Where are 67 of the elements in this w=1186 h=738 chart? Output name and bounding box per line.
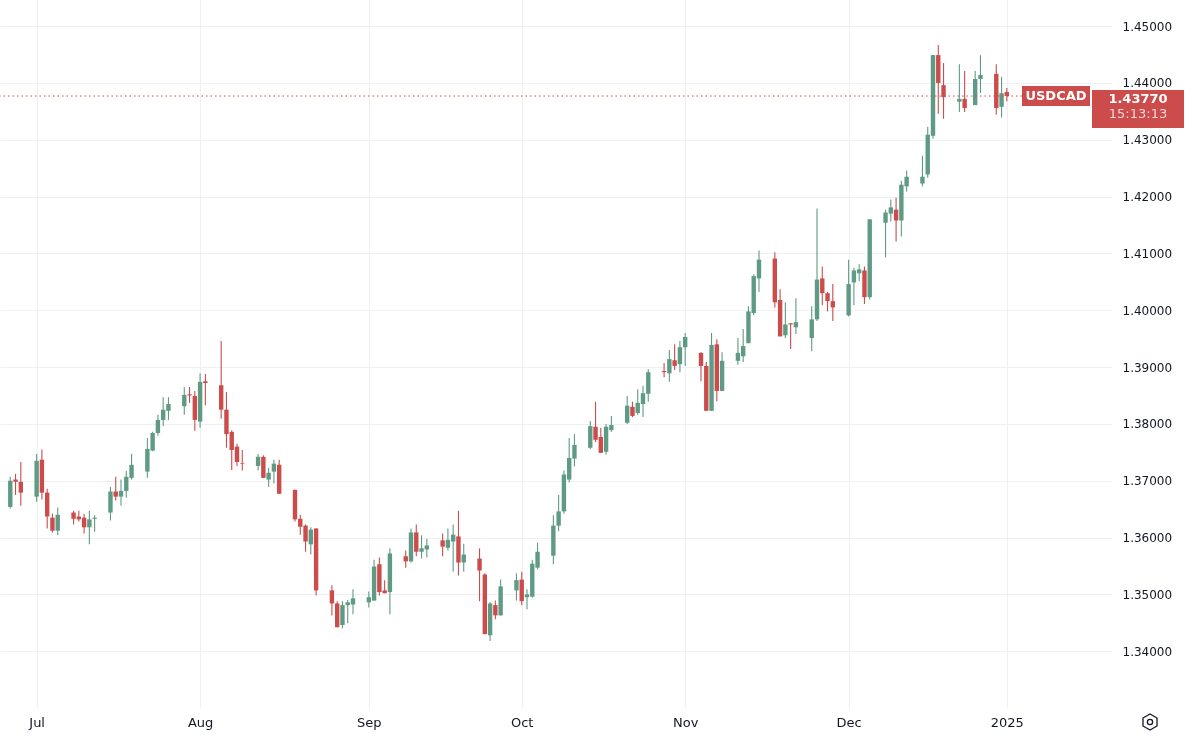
candlestick <box>18 461 24 507</box>
x-tick-label: Jul <box>28 714 45 730</box>
candlestick <box>155 414 161 437</box>
candlestick <box>588 420 593 450</box>
y-tick-label: 1.40000 <box>1122 303 1173 318</box>
candlestick <box>271 459 277 485</box>
candlestick <box>514 572 519 602</box>
candlestick <box>809 305 814 352</box>
candlestick <box>698 351 704 382</box>
candlestick <box>334 600 340 628</box>
candlestick <box>556 494 561 532</box>
candlestick <box>118 479 124 507</box>
candlestick <box>978 54 983 94</box>
candlestick <box>450 523 456 573</box>
y-tick-label: 1.44000 <box>1122 76 1173 91</box>
x-tick-label: Sep <box>357 714 382 730</box>
y-tick-label: 1.35000 <box>1122 587 1173 602</box>
candlestick <box>851 267 857 306</box>
y-tick-label: 1.36000 <box>1122 531 1173 546</box>
text: 15:13:13 <box>1108 106 1168 122</box>
x-tick-label: Aug <box>187 714 214 730</box>
candlestick <box>735 337 741 366</box>
candlestick <box>108 486 113 522</box>
y-tick-label: 1.41000 <box>1122 246 1173 261</box>
candlestick <box>414 523 419 557</box>
candlestick <box>920 155 925 187</box>
candlestick <box>999 76 1004 119</box>
y-tick-label: 1.34000 <box>1122 644 1173 659</box>
candlestick <box>493 600 498 620</box>
candlestick <box>672 343 677 371</box>
candlestick <box>825 291 830 312</box>
candlestick <box>788 322 793 350</box>
ref-line-label: USDCAD <box>1025 88 1087 104</box>
candlestick <box>445 527 451 552</box>
x-tick-label: Dec <box>836 714 862 730</box>
candlestick <box>957 63 962 113</box>
candlestick <box>266 467 271 488</box>
candlestick <box>783 301 788 339</box>
candlestick <box>624 395 630 425</box>
candlestick <box>440 533 445 557</box>
candlestick <box>261 454 266 479</box>
candlestick <box>677 340 683 373</box>
y-tick-label: 1.42000 <box>1122 190 1173 205</box>
candlestick <box>240 449 245 472</box>
candlestick <box>87 510 92 545</box>
candlestick <box>44 488 50 529</box>
y-tick-label: 1.38000 <box>1122 417 1173 432</box>
y-tick-label: 1.43000 <box>1122 133 1173 148</box>
candlestick <box>667 349 672 383</box>
candlestick <box>820 265 825 306</box>
x-tick-label: Nov <box>672 714 699 730</box>
candlestick <box>50 513 55 533</box>
candlestick <box>477 547 482 602</box>
candlestick <box>192 390 198 432</box>
candlestick <box>461 543 466 573</box>
x-tick-label: Oct <box>510 714 534 730</box>
candlestick <box>13 473 18 496</box>
candlestick <box>340 600 345 629</box>
candlestick <box>55 506 60 536</box>
x-tick-label: 2025 <box>990 714 1024 730</box>
y-tick-label: 1.37000 <box>1122 474 1173 489</box>
candlestick <box>350 588 356 615</box>
text: 1.43770 <box>1108 91 1168 107</box>
candlestick <box>329 584 335 616</box>
y-tick-label: 1.39000 <box>1122 360 1173 375</box>
candlestick <box>203 373 208 406</box>
y-tick-label: 1.45000 <box>1122 19 1173 34</box>
